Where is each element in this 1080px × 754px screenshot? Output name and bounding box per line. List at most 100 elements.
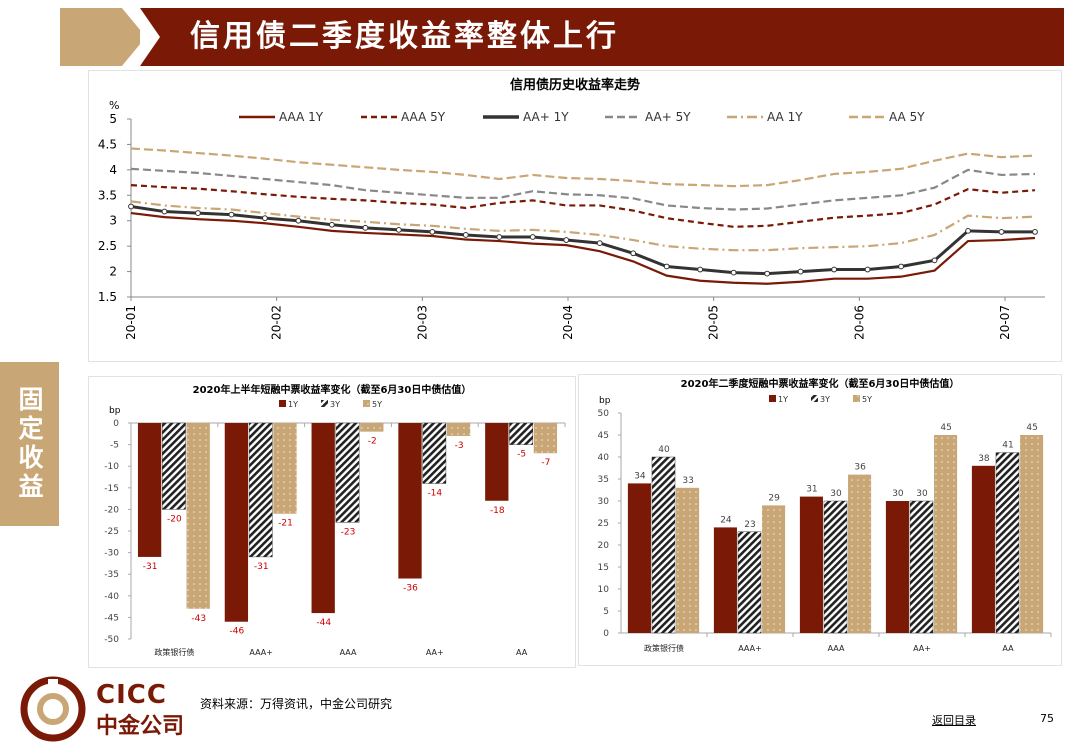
x-category-label: 政策银行债 [644,643,684,653]
title-bar [140,8,1064,66]
series-point [429,229,436,235]
bar-value-label: -23 [341,527,356,537]
bar-value-label: -21 [278,519,293,529]
bar [137,423,162,557]
series-point [831,266,838,273]
series-point [395,226,402,233]
bar [273,423,297,514]
bar-value-label: -44 [316,618,331,628]
y-tick-label: 0 [603,629,609,639]
x-tick-label: 20-07 [998,305,1012,340]
bar [398,423,422,579]
bar-value-label: -14 [427,488,442,498]
series-point [730,269,737,276]
y-tick-label: 2.5 [98,239,117,253]
bar-value-label: 38 [978,454,990,464]
legend-label: 1Y [288,400,298,409]
legend-label: AAA 5Y [401,110,446,124]
y-tick-label: 25 [598,519,609,529]
legend-label: AAA 1Y [279,110,324,124]
y-tick-label: 2 [109,265,117,279]
y-tick-label: -5 [110,441,119,451]
bar [533,423,558,454]
bar-chart-title: 2020年上半年短融中票收益率变化（截至6月30日中债估值） [193,383,472,396]
bar-value-label: 30 [916,489,928,499]
bar [799,496,823,633]
series-point [228,211,235,218]
logo-text-en: CICC [96,680,167,710]
series-point [128,203,134,210]
y-tick-label: 1.5 [98,290,117,304]
series-line-aa-1y [130,204,1035,276]
y-tick-label: -45 [104,613,119,623]
bar [248,422,273,558]
bar [713,527,737,633]
x-category-label: AA+ [913,644,931,653]
series-point [462,232,469,238]
x-category-label: AA+ [426,648,444,657]
bar-value-label: 41 [1002,441,1013,451]
legend-swatch [853,395,860,402]
y-tick-label: -10 [104,462,119,472]
bar-value-label: -43 [191,614,206,624]
line-chart: 信用债历史收益率走势%5 4.5 4 3.5 3 2.5 2 1.5 20-01 20-02 20-… [98,77,1045,340]
legend-swatch [363,400,370,407]
line-chart-legend: AAA 1Y AAA 5Y AA+ 1Y AA+ 5Y AA 1Y AA 5Y [239,110,925,124]
y-tick-label: 5 [603,607,609,617]
line-chart-panel: 信用债历史收益率走势% 5 4.5 4 3.5 3 2.5 2 1.5 20-01 20-02 20-… [88,70,1062,362]
q2-bar-chart: 2020年二季度短融中票收益率变化（截至6月30日中债估值）bp 1Y 3Y 5Y50… [598,377,1052,653]
title-bar-notch [140,8,160,66]
legend-label: 3Y [820,395,830,404]
bar [335,422,360,523]
series-point [898,263,904,270]
bar [186,423,210,609]
bar [311,423,335,614]
y-tick-label: 50 [598,409,610,419]
series-point [630,250,637,257]
series-point [965,227,971,234]
series-point [161,208,168,215]
bar-value-label: -31 [143,562,158,572]
section-tab-label: 固定收益 [15,386,44,502]
x-category-label: AA [516,648,528,657]
x-category-label: AAA+ [738,644,762,653]
bar [995,452,1020,634]
series-point [596,240,603,246]
bar [1020,435,1044,633]
y-tick-label: 30 [598,497,610,507]
bar-value-label: -46 [230,627,245,637]
bar-value-label: -5 [517,450,526,460]
bar [224,423,249,622]
x-category-label: AAA [828,644,845,653]
legend-label: AA+ 1Y [523,110,569,124]
back-to-toc-link[interactable]: 返回目录 [932,714,976,727]
legend-swatch [769,395,776,402]
x-tick-label: 20-02 [270,305,284,340]
bar-value-label: 40 [658,445,670,455]
series-point [295,217,302,224]
legend-label: 5Y [862,395,872,404]
y-tick-label: -15 [104,484,119,494]
page-title: 信用债二季度收益率整体上行 [190,19,619,54]
series-line-aa-5y [130,147,1036,188]
bar [162,422,186,510]
bar-value-label: -7 [541,458,550,468]
y-tick-label: 4.5 [98,137,117,151]
y-tick-label: 40 [598,453,610,463]
bar [823,500,848,634]
x-tick-label: 20-01 [124,305,138,340]
cicc-logo-mark [20,676,86,742]
bar-value-label: -18 [490,506,505,516]
series-point [1032,229,1038,235]
page-number: 75 [1040,712,1054,725]
y-tick-label: -50 [104,635,119,645]
series-point [563,237,570,243]
series-point [931,257,938,264]
y-axis-unit: bp [109,406,121,416]
bar-value-label: -31 [254,562,269,572]
section-tab[interactable] [0,362,59,526]
y-tick-label: 35 [598,475,609,485]
h1-bar-chart: 2020年上半年短融中票收益率变化（截至6月30日中债估值） bp 1Y 3Y 5Y 0 -… [104,383,566,657]
series-line-aaa-5y [130,184,1036,228]
line-chart-title: 信用债历史收益率走势 [510,77,640,93]
